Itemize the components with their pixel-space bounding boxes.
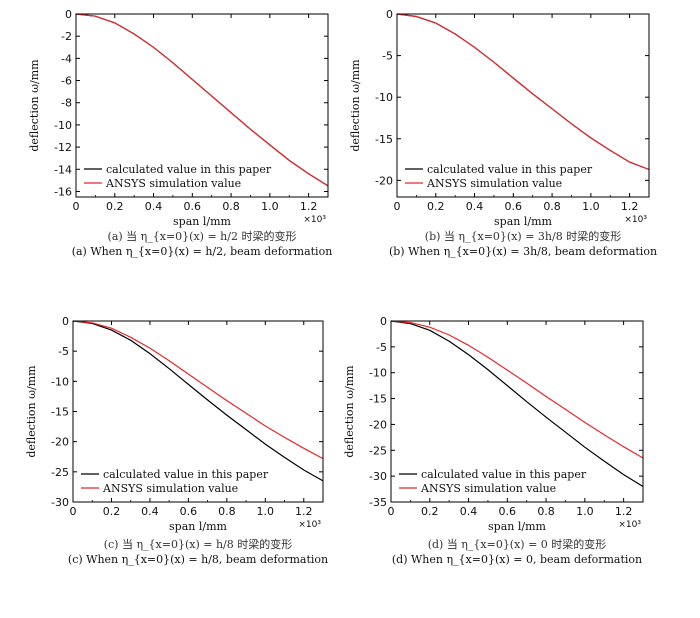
y-tick-label: -10 <box>54 119 72 132</box>
plot-frame <box>396 13 650 198</box>
y-axis-label: deflection ω/mm <box>28 59 41 152</box>
caption-d-cn: (d) 当 η_{x=0}(x) = 0 时梁的变形 <box>427 538 607 551</box>
x-tick-label: 0.4 <box>145 200 163 213</box>
plot-frame <box>390 320 644 503</box>
x-tick-label: 0.2 <box>103 505 121 518</box>
x-tick-label: 0.8 <box>222 200 240 213</box>
y-tick-label: -35 <box>369 496 387 509</box>
x-axis-label: span l/mm <box>169 520 227 533</box>
x-tick-label: 0.2 <box>421 505 439 518</box>
y-tick-label: -30 <box>51 496 69 509</box>
y-tick-label: -15 <box>369 393 387 406</box>
x-tick-label: 0.8 <box>537 505 555 518</box>
legend-label-calculated: calculated value in this paper <box>103 468 269 481</box>
caption-b-en: (b) When η_{x=0}(x) = 3h/8, beam deforma… <box>388 245 658 258</box>
series-line-ansys <box>390 320 644 459</box>
y-tick-label: -20 <box>369 418 387 431</box>
x-tick-label: 0.2 <box>106 200 124 213</box>
x-tick-label: 0.6 <box>499 505 517 518</box>
y-tick-label: -2 <box>61 30 72 43</box>
legend-label-calculated: calculated value in this paper <box>421 468 587 481</box>
y-axis-label: deflection ω/mm <box>349 59 362 152</box>
y-tick-label: -25 <box>51 466 69 479</box>
x-tick-label: 1.2 <box>621 200 639 213</box>
y-tick-label: -10 <box>51 375 69 388</box>
series-line-calculated <box>390 320 644 488</box>
y-tick-label: 0 <box>62 315 69 328</box>
series-line-calculated <box>72 320 324 482</box>
legend-label-ansys: ANSYS simulation value <box>420 482 556 495</box>
y-tick-label: -15 <box>51 406 69 419</box>
caption-c-en: (c) When η_{x=0}(x) = h/8, beam deformat… <box>67 553 329 566</box>
y-tick-label: -10 <box>375 91 393 104</box>
x-tick-label: 1.0 <box>576 505 594 518</box>
x-tick-label: 1.2 <box>300 200 318 213</box>
x-tick-label: 0.2 <box>427 200 445 213</box>
y-tick-label: -10 <box>369 367 387 380</box>
y-tick-label: -25 <box>369 444 387 457</box>
series-line-ansys <box>72 320 324 460</box>
y-tick-label: -6 <box>61 75 72 88</box>
x-axis-label: span l/mm <box>494 215 552 228</box>
x-tick-label: 1.2 <box>295 505 313 518</box>
x-tick-label: 0.8 <box>218 505 236 518</box>
caption-b-cn: (b) 当 η_{x=0}(x) = 3h/8 时梁的变形 <box>424 230 622 243</box>
y-tick-label: -20 <box>375 174 393 187</box>
x-multiplier: ×10³ <box>303 215 326 225</box>
y-tick-label: 0 <box>65 8 72 21</box>
x-tick-label: 1.0 <box>582 200 600 213</box>
y-tick-label: -5 <box>58 345 69 358</box>
y-tick-label: -4 <box>61 52 72 65</box>
y-tick-label: -20 <box>51 436 69 449</box>
x-tick-label: 1.0 <box>261 200 279 213</box>
legend-label-ansys: ANSYS simulation value <box>105 177 241 190</box>
x-tick-label: 0.6 <box>505 200 523 213</box>
y-tick-label: -30 <box>369 470 387 483</box>
x-multiplier: ×10³ <box>624 215 647 225</box>
x-multiplier: ×10³ <box>298 520 321 530</box>
legend-label-ansys: ANSYS simulation value <box>102 482 238 495</box>
x-tick-label: 1.2 <box>615 505 633 518</box>
x-tick-label: 0.6 <box>180 505 198 518</box>
y-tick-label: -16 <box>54 185 72 198</box>
caption-c-cn: (c) 当 η_{x=0}(x) = h/8 时梁的变形 <box>103 538 293 551</box>
x-tick-label: 0 <box>388 505 395 518</box>
x-tick-label: 1.0 <box>257 505 275 518</box>
legend-label-calculated: calculated value in this paper <box>106 163 272 176</box>
x-axis-label: span l/mm <box>173 215 231 228</box>
x-tick-label: 0.4 <box>141 505 159 518</box>
x-tick-label: 0 <box>73 200 80 213</box>
y-tick-label: -5 <box>376 341 387 354</box>
y-tick-label: -5 <box>382 50 393 63</box>
legend-label-ansys: ANSYS simulation value <box>426 177 562 190</box>
series-line-ansys <box>396 13 650 171</box>
x-tick-label: 0.8 <box>543 200 561 213</box>
plot-frame <box>75 13 329 198</box>
x-axis-label: span l/mm <box>488 520 546 533</box>
series-line-ansys <box>75 13 329 187</box>
y-axis-label: deflection ω/mm <box>25 365 38 458</box>
y-tick-label: -12 <box>54 141 72 154</box>
x-tick-label: 0 <box>394 200 401 213</box>
x-tick-label: 0.6 <box>184 200 202 213</box>
y-axis-label: deflection ω/mm <box>343 365 356 458</box>
x-tick-label: 0 <box>70 505 77 518</box>
x-tick-label: 0.4 <box>460 505 478 518</box>
caption-d-en: (d) When η_{x=0}(x) = 0, beam deformatio… <box>391 553 643 566</box>
caption-a-cn: (a) 当 η_{x=0}(x) = h/2 时梁的变形 <box>107 230 297 243</box>
y-tick-label: 0 <box>380 315 387 328</box>
y-tick-label: -14 <box>54 163 72 176</box>
x-multiplier: ×10³ <box>618 520 641 530</box>
legend-label-calculated: calculated value in this paper <box>427 163 593 176</box>
caption-a-en: (a) When η_{x=0}(x) = h/2, beam deformat… <box>71 245 333 258</box>
y-tick-label: 0 <box>386 8 393 21</box>
y-tick-label: -15 <box>375 133 393 146</box>
y-tick-label: -8 <box>61 97 72 110</box>
x-tick-label: 0.4 <box>466 200 484 213</box>
